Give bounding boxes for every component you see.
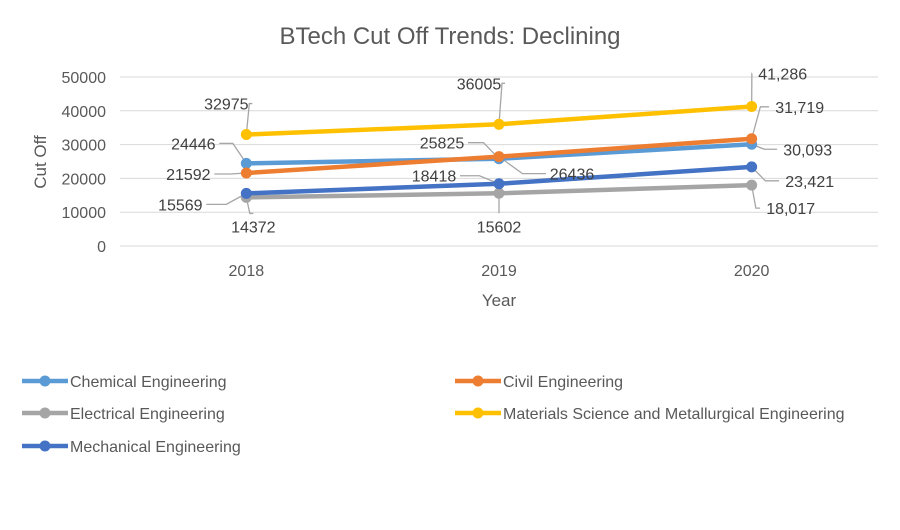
legend-item: Electrical Engineering — [22, 406, 225, 423]
y-tick-label: 20000 — [62, 171, 107, 188]
data-point — [746, 133, 757, 144]
data-point — [494, 178, 505, 189]
data-label: 41,286 — [758, 66, 807, 83]
x-tick-label: 2020 — [734, 263, 770, 280]
legend-label: Mechanical Engineering — [70, 439, 241, 456]
legend-label: Civil Engineering — [503, 374, 623, 391]
y-tick-label: 10000 — [62, 205, 107, 222]
legend-marker-icon — [473, 376, 484, 387]
data-label: 25825 — [420, 136, 465, 153]
data-label: 21592 — [166, 167, 211, 184]
data-point — [494, 188, 505, 199]
legend-item: Civil Engineering — [455, 374, 623, 391]
data-point — [241, 129, 252, 140]
data-label: 23,421 — [785, 174, 834, 191]
data-label: 15602 — [477, 219, 522, 236]
leader-line — [206, 193, 246, 204]
data-point — [494, 119, 505, 130]
data-label: 14372 — [231, 219, 276, 236]
data-label: 24446 — [171, 136, 216, 153]
data-label: 32975 — [204, 97, 249, 114]
y-axis-label: Cut Off — [31, 135, 50, 189]
legend-item: Mechanical Engineering — [22, 439, 241, 456]
legend-label: Materials Science and Metallurgical Engi… — [503, 406, 845, 423]
data-point — [241, 168, 252, 179]
x-axis-label: Year — [482, 291, 517, 310]
x-tick-label: 2018 — [229, 263, 265, 280]
y-tick-label: 40000 — [62, 104, 107, 121]
data-label: 31,719 — [775, 100, 824, 117]
legend-item: Chemical Engineering — [22, 374, 227, 391]
chart-title: BTech Cut Off Trends: Declining — [279, 23, 620, 50]
data-label: 26436 — [550, 167, 595, 184]
x-tick-label: 2019 — [481, 263, 517, 280]
data-label: 15569 — [158, 197, 203, 214]
data-point — [746, 101, 757, 112]
legend-item: Materials Science and Metallurgical Engi… — [455, 406, 845, 423]
y-tick-label: 0 — [97, 239, 106, 256]
y-tick-label: 30000 — [62, 138, 107, 155]
data-point — [494, 151, 505, 162]
data-point — [241, 158, 252, 169]
legend-label: Electrical Engineering — [70, 406, 225, 423]
legend-label: Chemical Engineering — [70, 374, 227, 391]
data-point — [746, 161, 757, 172]
data-point — [746, 180, 757, 191]
data-label: 30,093 — [783, 142, 832, 159]
legend-marker-icon — [40, 441, 51, 452]
legend-marker-icon — [40, 376, 51, 387]
y-tick-label: 50000 — [62, 70, 107, 87]
legend-marker-icon — [473, 408, 484, 419]
data-label: 18418 — [412, 169, 457, 186]
data-label: 18,017 — [766, 201, 815, 218]
data-point — [241, 188, 252, 199]
legend-marker-icon — [40, 408, 51, 419]
data-label: 36005 — [457, 76, 502, 93]
